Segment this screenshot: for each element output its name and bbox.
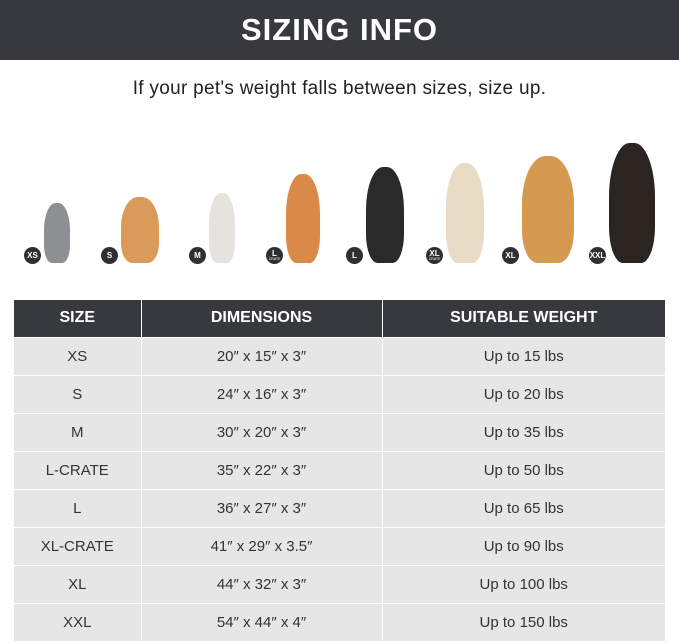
table-cell: 36″ x 27″ x 3″: [140, 488, 382, 528]
table-cell: Up to 50 lbs: [381, 450, 665, 490]
border-collie-image: [366, 167, 404, 263]
size-badge: XL CRATE: [426, 247, 443, 264]
table-cell: 20″ x 15″ x 3″: [140, 336, 382, 376]
column-header: SUITABLE WEIGHT: [381, 300, 665, 337]
badge-label: XL: [505, 250, 516, 260]
table-cell: 30″ x 20″ x 3″: [140, 412, 382, 452]
labrador-image: [446, 163, 484, 263]
table-cell: XS: [14, 336, 141, 376]
table-cell: Up to 90 lbs: [381, 526, 665, 566]
badge-label: M: [194, 250, 201, 260]
table-cell: Up to 100 lbs: [381, 564, 665, 604]
size-badge: XL: [502, 247, 519, 264]
size-badge: L CRATE: [266, 247, 283, 264]
table-cell: 24″ x 16″ x 3″: [140, 374, 382, 414]
table-cell: S: [14, 374, 141, 414]
table-cell: L-CRATE: [14, 450, 141, 490]
table-cell: Up to 15 lbs: [381, 336, 665, 376]
badge-sublabel: CRATE: [268, 256, 281, 261]
badge-label: S: [106, 250, 113, 260]
table-row: M 30″ x 20″ x 3″ Up to 35 lbs: [14, 412, 665, 452]
table-cell: Up to 150 lbs: [381, 602, 665, 642]
size-badge: S: [101, 247, 118, 264]
size-badge: L: [346, 247, 363, 264]
size-badge: XXL: [589, 247, 606, 264]
table-cell: 35″ x 22″ x 3″: [140, 450, 382, 490]
table-cell: 54″ x 44″ x 4″: [140, 602, 382, 642]
page-title: SIZING INFO: [0, 0, 679, 60]
badge-label: XL: [429, 248, 440, 258]
french-bulldog-image: [209, 193, 235, 263]
table-row: S 24″ x 16″ x 3″ Up to 20 lbs: [14, 374, 665, 414]
badge-label: L: [272, 248, 277, 258]
table-row: XL-CRATE 41″ x 29″ x 3.5″ Up to 90 lbs: [14, 526, 665, 566]
shiba-inu-image: [286, 174, 320, 263]
column-header: DIMENSIONS: [140, 300, 382, 337]
table-cell: XL: [14, 564, 141, 604]
doberman-image: [609, 143, 655, 263]
table-cell: Up to 20 lbs: [381, 374, 665, 414]
table-row: XL 44″ x 32″ x 3″ Up to 100 lbs: [14, 564, 665, 604]
table-cell: 41″ x 29″ x 3.5″: [140, 526, 382, 566]
table-cell: XL-CRATE: [14, 526, 141, 566]
table-cell: XXL: [14, 602, 141, 642]
table-cell: L: [14, 488, 141, 528]
table-row: L-CRATE 35″ x 22″ x 3″ Up to 50 lbs: [14, 450, 665, 490]
table-cell: Up to 65 lbs: [381, 488, 665, 528]
size-badge: XS: [24, 247, 41, 264]
table-row: XXL 54″ x 44″ x 4″ Up to 150 lbs: [14, 602, 665, 642]
pomeranian-image: [121, 197, 159, 263]
size-badge: M: [189, 247, 206, 264]
table-row: L 36″ x 27″ x 3″ Up to 65 lbs: [14, 488, 665, 528]
badge-label: L: [352, 250, 357, 260]
badge-label: XS: [27, 250, 38, 260]
table-cell: M: [14, 412, 141, 452]
table-cell: 44″ x 32″ x 3″: [140, 564, 382, 604]
table-cell: Up to 35 lbs: [381, 412, 665, 452]
table-row: XS 20″ x 15″ x 3″ Up to 15 lbs: [14, 336, 665, 376]
sizing-table: SIZE DIMENSIONS SUITABLE WEIGHT XS 20″ x 15…: [14, 300, 665, 642]
column-header: SIZE: [14, 300, 141, 337]
sizing-tip: If your pet's weight falls between sizes…: [132, 78, 547, 99]
golden-retriever-image: [522, 156, 574, 263]
badge-label: XXL: [589, 250, 606, 260]
cat-image: [44, 203, 70, 263]
badge-sublabel: CRATE: [428, 256, 441, 261]
